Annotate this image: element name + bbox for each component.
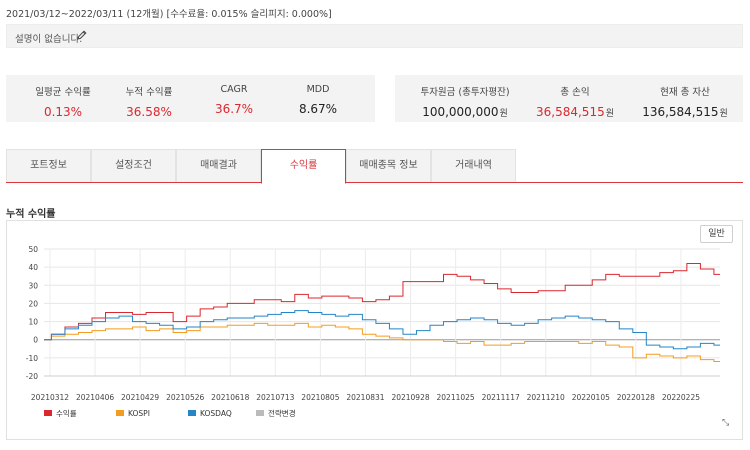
x-tick-label: 20210312 (31, 393, 69, 402)
x-tick-label: 20210928 (391, 393, 429, 402)
y-tick-label: 0 (33, 336, 38, 345)
x-tick-label: 20211025 (437, 393, 475, 402)
stat-principal: 투자원금 (총투자평잔) 100,000,000원 (405, 75, 525, 119)
pencil-icon[interactable] (76, 29, 88, 41)
legend-label: 수익률 (56, 408, 77, 418)
stat-value: 100,000,000 (422, 105, 499, 119)
section-title: 누적 수익률 (6, 209, 56, 220)
backtest-period: 2021/03/12~2022/03/11 (12개월) [수수료율: 0.01… (6, 9, 332, 20)
stat-label: 총 손익 (560, 87, 590, 98)
series-line-KOSPI (44, 322, 720, 362)
tab-bar: 포트정보 설정조건 매매결과 수익률 매매종목 정보 거래내역 (6, 149, 743, 184)
y-tick-label: 50 (28, 245, 38, 254)
asset-summary: 투자원금 (총투자평잔) 100,000,000원 총 손익 36,584,51… (395, 75, 743, 122)
stat-value: 36.7% (214, 102, 254, 116)
stat-unit: 원 (499, 109, 508, 119)
description-text: 설명이 없습니다. (15, 34, 83, 45)
y-tick-label: -10 (26, 354, 38, 363)
stat-label: 투자원금 (총투자평잔) (420, 87, 510, 98)
legend-swatch (188, 410, 196, 416)
tab-transaction-history[interactable]: 거래내역 (431, 149, 516, 182)
stat-unit: 원 (605, 109, 614, 119)
stat-label: 누적 수익률 (125, 87, 173, 98)
stat-label: 현재 총 자산 (660, 87, 710, 98)
x-tick-label: 20211210 (527, 393, 565, 402)
y-tick-label: 10 (28, 318, 38, 327)
resize-handle-icon[interactable]: ⤡ (722, 418, 730, 428)
series-line-KOSDAQ (44, 310, 720, 350)
stat-label: 일평균 수익률 (35, 87, 91, 98)
legend-swatch (256, 410, 264, 416)
tab-traded-stocks[interactable]: 매매종목 정보 (346, 149, 431, 182)
stat-total-assets: 현재 총 자산 136,584,515원 (630, 75, 740, 119)
stat-cumulative-return: 누적 수익률 36.58% (104, 75, 194, 119)
x-tick-label: 20210618 (211, 393, 249, 402)
legend-label: KOSPI (128, 409, 150, 418)
stat-value: 8.67% (298, 102, 338, 116)
y-tick-label: -20 (26, 372, 38, 381)
series-line-수익률 (44, 263, 720, 341)
x-tick-label: 20210713 (256, 393, 294, 402)
chart-panel (6, 220, 743, 440)
stat-value: 136,584,515 (642, 105, 719, 119)
y-tick-label: 40 (28, 263, 38, 272)
x-tick-label: 20210526 (166, 393, 204, 402)
chart-mode-button[interactable]: 일반 (700, 225, 733, 243)
stat-label: CAGR (220, 84, 248, 95)
legend-swatch (44, 410, 52, 416)
x-tick-label: 20220225 (662, 393, 700, 402)
legend-label: 전략변경 (268, 408, 296, 418)
tab-port-info[interactable]: 포트정보 (6, 149, 91, 182)
x-tick-label: 20210406 (76, 393, 114, 402)
legend-swatch (116, 410, 124, 416)
tab-settings[interactable]: 설정조건 (91, 149, 176, 182)
tab-trade-results[interactable]: 매매결과 (176, 149, 261, 182)
return-summary: 일평균 수익률 0.13% 누적 수익률 36.58% CAGR 36.7% M… (6, 75, 375, 122)
description-box: 설명이 없습니다. (6, 24, 743, 48)
stat-value: 36,584,515 (536, 105, 605, 119)
tab-returns[interactable]: 수익률 (261, 149, 346, 184)
stat-daily-return: 일평균 수익률 0.13% (18, 75, 108, 119)
x-tick-label: 20210429 (121, 393, 159, 402)
stat-mdd: MDD 8.67% (273, 75, 363, 116)
y-tick-label: 30 (28, 281, 38, 290)
x-tick-label: 20220128 (617, 393, 655, 402)
stat-unit: 원 (719, 109, 728, 119)
y-tick-label: 20 (28, 299, 38, 308)
stat-value: 0.13% (43, 105, 83, 119)
stat-value: 36.58% (126, 105, 172, 119)
cumulative-return-chart: -20 -10 0 10 20 30 40 50 20210312 20210406 2021042… (26, 245, 720, 418)
legend-label: KOSDAQ (200, 409, 232, 418)
x-tick-label: 20220105 (572, 393, 610, 402)
x-tick-label: 20211117 (482, 393, 520, 402)
stat-total-pnl: 총 손익 36,584,515원 (520, 75, 630, 119)
stat-cagr: CAGR 36.7% (189, 75, 279, 116)
x-tick-label: 20210831 (346, 393, 384, 402)
x-tick-label: 20210805 (301, 393, 339, 402)
stat-label: MDD (306, 84, 330, 95)
